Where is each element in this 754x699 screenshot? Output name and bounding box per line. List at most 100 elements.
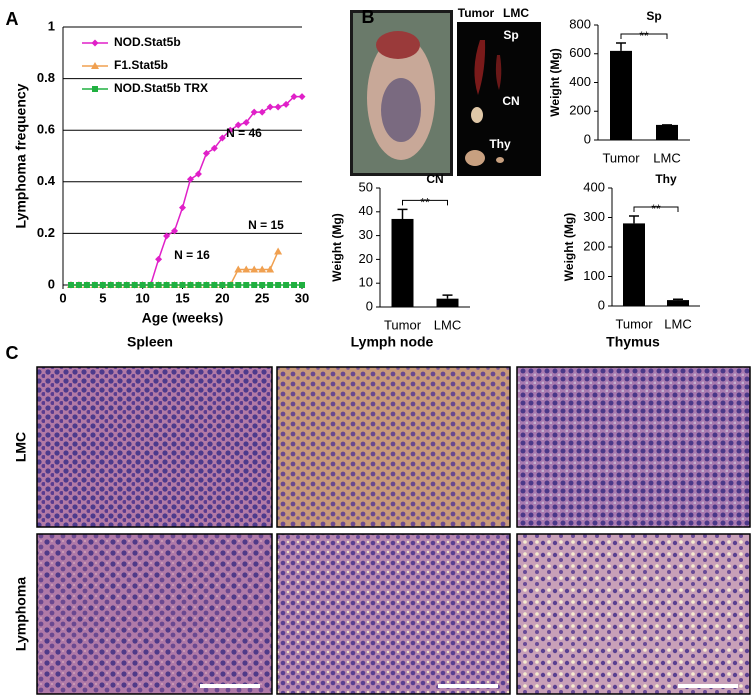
legend-label: F1.Stat5b <box>114 58 168 72</box>
x-tick-label: 15 <box>175 290 189 305</box>
marker <box>259 282 266 288</box>
chart-title: Thy <box>655 172 677 186</box>
organ-panel <box>457 22 541 176</box>
x-axis-label: Age (weeks) <box>142 310 224 326</box>
marker <box>91 282 98 288</box>
marker <box>266 103 274 111</box>
histology-image <box>276 366 511 528</box>
marker <box>234 265 243 273</box>
specimen-photo <box>350 10 541 176</box>
column-label: Lymph node <box>351 334 434 350</box>
y-tick-label: 40 <box>359 203 373 218</box>
column-label: Thymus <box>606 334 660 350</box>
annotation: N = 16 <box>174 248 210 262</box>
marker <box>258 265 267 273</box>
marker <box>147 282 154 288</box>
marker <box>219 282 226 288</box>
marker <box>242 118 250 126</box>
y-tick-label: 800 <box>569 16 591 31</box>
marker <box>298 93 306 101</box>
error-bar <box>616 42 626 51</box>
x-tick-label: 10 <box>135 290 149 305</box>
y-tick-label: 300 <box>583 209 605 224</box>
y-tick-label: 600 <box>569 45 591 60</box>
column-label: Spleen <box>127 334 173 350</box>
photo-label: Sp <box>503 28 518 42</box>
marker <box>171 282 178 288</box>
marker <box>218 134 226 142</box>
x-tick-label: Tumor <box>602 150 640 165</box>
y-tick-label: 200 <box>569 103 591 118</box>
scale-bar <box>200 684 260 688</box>
histology-image <box>516 366 751 528</box>
photo-label: Tumor <box>458 6 495 20</box>
marker <box>203 282 210 288</box>
marker <box>163 282 170 288</box>
histology-image <box>36 533 273 695</box>
bar <box>436 298 459 307</box>
marker <box>291 282 298 288</box>
y-axis-label: Lymphoma frequency <box>13 83 29 228</box>
marker <box>179 204 186 212</box>
error-bar <box>397 208 408 219</box>
y-tick-label: 400 <box>583 179 605 194</box>
marker <box>171 227 179 235</box>
error-bar <box>629 215 639 224</box>
marker <box>155 282 162 288</box>
legend-marker <box>92 86 98 92</box>
marker <box>243 282 250 288</box>
bar <box>610 50 632 140</box>
histology-image <box>36 366 273 528</box>
legend-label: NOD.Stat5b TRX <box>114 81 208 95</box>
y-tick-label: 20 <box>359 251 373 266</box>
marker <box>242 265 251 273</box>
x-tick-label: 25 <box>255 290 269 305</box>
x-tick-label: Tumor <box>384 317 422 332</box>
marker <box>299 282 305 288</box>
marker <box>250 108 258 116</box>
legend-marker <box>91 39 99 47</box>
scale-bar <box>678 684 738 688</box>
legend-marker <box>91 62 99 69</box>
marker <box>227 282 234 288</box>
significance-label: ** <box>420 196 430 210</box>
chart-title: CN <box>426 172 443 186</box>
bar <box>656 124 678 140</box>
marker <box>275 282 282 288</box>
marker <box>186 175 194 183</box>
marker <box>67 282 74 288</box>
panel-label: B <box>362 7 375 27</box>
marker <box>179 282 186 288</box>
y-tick-label: 1 <box>48 18 55 33</box>
marker <box>194 170 202 178</box>
annotation: N = 15 <box>248 218 284 232</box>
x-tick-label: 0 <box>59 290 66 305</box>
marker <box>83 282 90 288</box>
y-tick-label: 0 <box>366 298 373 313</box>
x-tick-label: Tumor <box>615 316 653 331</box>
marker <box>267 282 274 288</box>
marker <box>234 121 242 129</box>
marker <box>283 282 290 288</box>
x-tick-label: LMC <box>653 150 680 165</box>
organ-thymus-lmc <box>496 157 504 163</box>
marker <box>163 232 171 240</box>
chart-title: Sp <box>646 9 661 23</box>
marker <box>75 282 82 288</box>
error-bar <box>442 294 453 299</box>
error-bar <box>673 298 683 301</box>
photo-organ <box>381 78 421 142</box>
marker <box>155 255 163 263</box>
marker <box>202 149 210 157</box>
marker <box>250 265 259 273</box>
photo-label: LMC <box>503 6 529 20</box>
y-tick-label: 100 <box>583 268 605 283</box>
marker <box>195 282 202 288</box>
significance-bracket <box>633 206 679 213</box>
y-axis-label: Weight (Mg) <box>330 213 344 281</box>
y-tick-label: 400 <box>569 74 591 89</box>
marker <box>210 144 218 152</box>
bar <box>667 300 689 306</box>
significance-label: ** <box>639 29 649 43</box>
